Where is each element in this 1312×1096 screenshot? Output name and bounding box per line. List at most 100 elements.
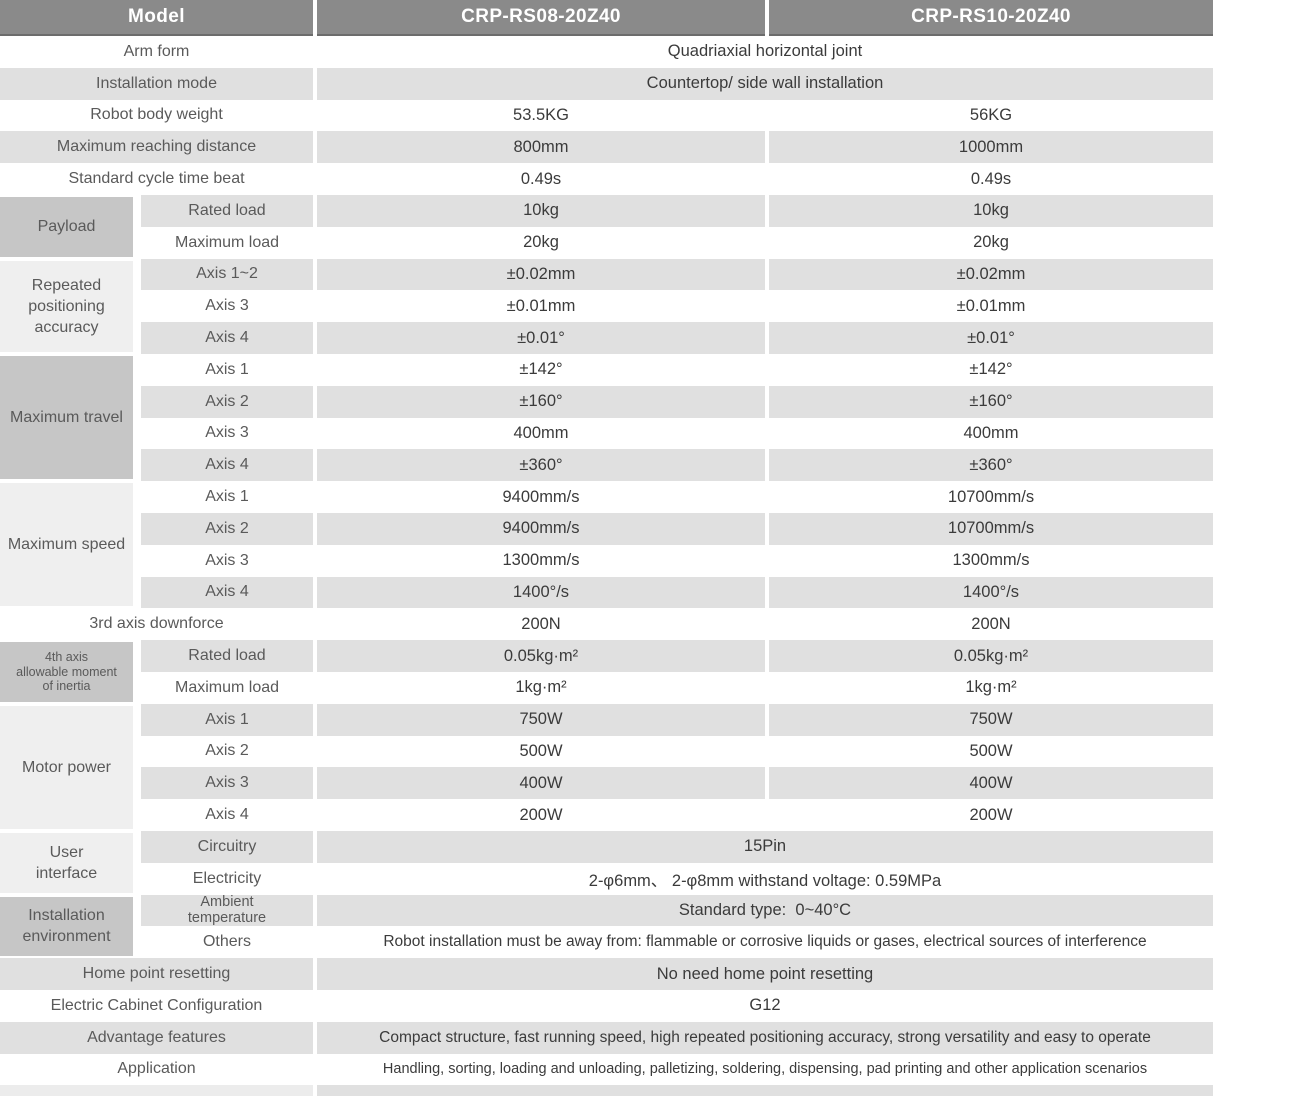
row-value-col2: 400W — [769, 767, 1213, 800]
group-label: Repeated positioning accuracy — [0, 258, 133, 354]
row-label: Arm form — [123, 42, 190, 60]
row-label: Standard cycle time beat — [68, 170, 245, 188]
row-sublabel: Axis 4 — [141, 576, 313, 609]
row-value-col1: 20kg — [523, 233, 559, 252]
row-value-col1: 9400mm/s — [502, 487, 580, 506]
row-value-col1: 400W — [317, 767, 765, 800]
row-value-col1: 800mm — [317, 131, 765, 164]
row-label: Robot body weight — [90, 106, 223, 124]
row-sublabel: Ambient temperature — [141, 894, 313, 926]
row-value-col2: 1000mm — [769, 131, 1213, 164]
row-value-col2: 1300mm/s — [952, 551, 1030, 570]
row-label: Advantage features — [0, 1021, 313, 1054]
row-sublabel: Axis 2 — [205, 742, 249, 760]
row-value-merged: 15Pin — [317, 830, 1213, 863]
row-value-col2: 56KG — [969, 105, 1013, 124]
row-value-col2: ±0.02mm — [769, 258, 1213, 291]
row-value-col2: ±142° — [969, 360, 1013, 379]
row-value-col2: 1kg·m² — [965, 678, 1017, 697]
row-value-col2: 750W — [769, 703, 1213, 736]
row-value-col2: ±0.01mm — [956, 296, 1026, 315]
row-value-col1: 1400°/s — [317, 576, 765, 609]
row-value-merged: Robot installation must be away from: fl… — [383, 933, 1147, 951]
row-label: Application — [117, 1060, 196, 1078]
row-sublabel: Maximum load — [174, 678, 280, 696]
row-value-merged: 2-φ6mm、 2-φ8mm withstand voltage: 0.59MP… — [588, 871, 942, 890]
row-value-col2: ±360° — [769, 449, 1213, 482]
row-value-merged: Standard type: 0~40°C — [317, 894, 1213, 927]
row-value-col1: 200N — [521, 614, 561, 633]
spec-table-body: Arm form Quadriaxial horizontal joint Inst… — [0, 36, 1213, 1085]
cutoff-row-label-cell — [0, 1085, 313, 1096]
header-cell-model-rs08: CRP-RS08-20Z40 — [317, 0, 765, 36]
row-value-col1: 400mm — [513, 423, 569, 442]
row-sublabel: Axis 1 — [205, 488, 249, 506]
row-sublabel: Axis 4 — [141, 322, 313, 354]
row-sublabel: Others — [202, 933, 251, 951]
row-value-col2: ±0.01° — [769, 322, 1213, 354]
group-label: Installation environment — [0, 894, 133, 959]
row-value-col1: 750W — [317, 703, 765, 736]
row-label: Maximum reaching distance — [0, 131, 313, 164]
row-value-col1: ±360° — [317, 449, 765, 482]
robot-spec-sheet: Model CRP-RS08-20Z40 CRP-RS10-20Z40 Arm … — [0, 0, 1213, 1096]
group-label: Maximum speed — [0, 481, 133, 609]
group-label: User interface — [0, 830, 133, 895]
row-value-col1: 1300mm/s — [502, 551, 580, 570]
row-value-col2: 10kg — [769, 194, 1213, 227]
row-value-col1: 0.49s — [520, 169, 562, 188]
row-value-merged: G12 — [749, 996, 781, 1015]
row-value-merged: Compact structure, fast running speed, h… — [317, 1021, 1213, 1054]
row-sublabel: Axis 1~2 — [141, 258, 313, 291]
row-sublabel: Axis 3 — [205, 424, 249, 442]
row-sublabel: Circuitry — [141, 830, 313, 863]
group-label: Maximum travel — [0, 353, 133, 482]
row-value-col1: 1kg·m² — [515, 678, 567, 697]
row-sublabel: Axis 4 — [205, 806, 249, 824]
row-value-col1: ±160° — [317, 385, 765, 418]
row-label: Electric Cabinet Configuration — [50, 996, 263, 1014]
header-cell-model-rs10: CRP-RS10-20Z40 — [769, 0, 1213, 36]
row-value-col1: ±0.01° — [317, 322, 765, 354]
row-label: Home point resetting — [0, 958, 313, 990]
header-cell-model: Model — [0, 0, 313, 36]
row-value-merged: Handling, sorting, loading and unloading… — [382, 1061, 1148, 1078]
spec-table-header: Model CRP-RS08-20Z40 CRP-RS10-20Z40 — [0, 0, 1213, 36]
row-value-col1: 53.5KG — [513, 105, 569, 124]
row-value-col2: 0.05kg·m² — [769, 640, 1213, 672]
row-value-col2: 200W — [969, 805, 1013, 824]
row-sublabel: Rated load — [141, 640, 313, 672]
row-value-col2: 500W — [969, 741, 1013, 760]
cutoff-row — [0, 1085, 1213, 1096]
row-value-col2: 10700mm/s — [947, 487, 1035, 506]
row-value-col1: ±0.01mm — [506, 296, 576, 315]
row-value-col1: 200W — [519, 805, 563, 824]
row-value-col2: 10700mm/s — [769, 512, 1213, 545]
row-value-col2: 1400°/s — [769, 576, 1213, 609]
row-value-col2: 400mm — [963, 423, 1019, 442]
row-value-col1: ±142° — [519, 360, 563, 379]
group-label: Payload — [0, 194, 133, 259]
row-value-col2: ±160° — [769, 385, 1213, 418]
row-sublabel: Axis 3 — [205, 551, 249, 569]
row-value-col1: 9400mm/s — [317, 512, 765, 545]
row-value-col1: 10kg — [317, 194, 765, 227]
row-value-col2: 0.49s — [970, 169, 1012, 188]
row-sublabel: Axis 3 — [205, 297, 249, 315]
row-value-col1: 500W — [519, 741, 563, 760]
row-sublabel: Electricity — [192, 869, 262, 887]
row-sublabel: Maximum load — [174, 233, 280, 251]
row-sublabel: Axis 3 — [141, 767, 313, 800]
row-label: Installation mode — [0, 67, 313, 100]
group-label: 4th axis allowable moment of inertia — [0, 640, 133, 704]
row-label: 3rd axis downforce — [89, 615, 224, 633]
row-value-col1: 0.05kg·m² — [317, 640, 765, 672]
row-value-merged: Quadriaxial horizontal joint — [667, 42, 863, 61]
group-label: Motor power — [0, 703, 133, 831]
row-sublabel: Axis 1 — [141, 703, 313, 736]
row-value-col1: ±0.02mm — [317, 258, 765, 291]
row-value-col2: 20kg — [973, 233, 1009, 252]
row-value-col2: 200N — [971, 614, 1011, 633]
row-sublabel: Rated load — [141, 194, 313, 227]
row-sublabel: Axis 1 — [205, 360, 249, 378]
